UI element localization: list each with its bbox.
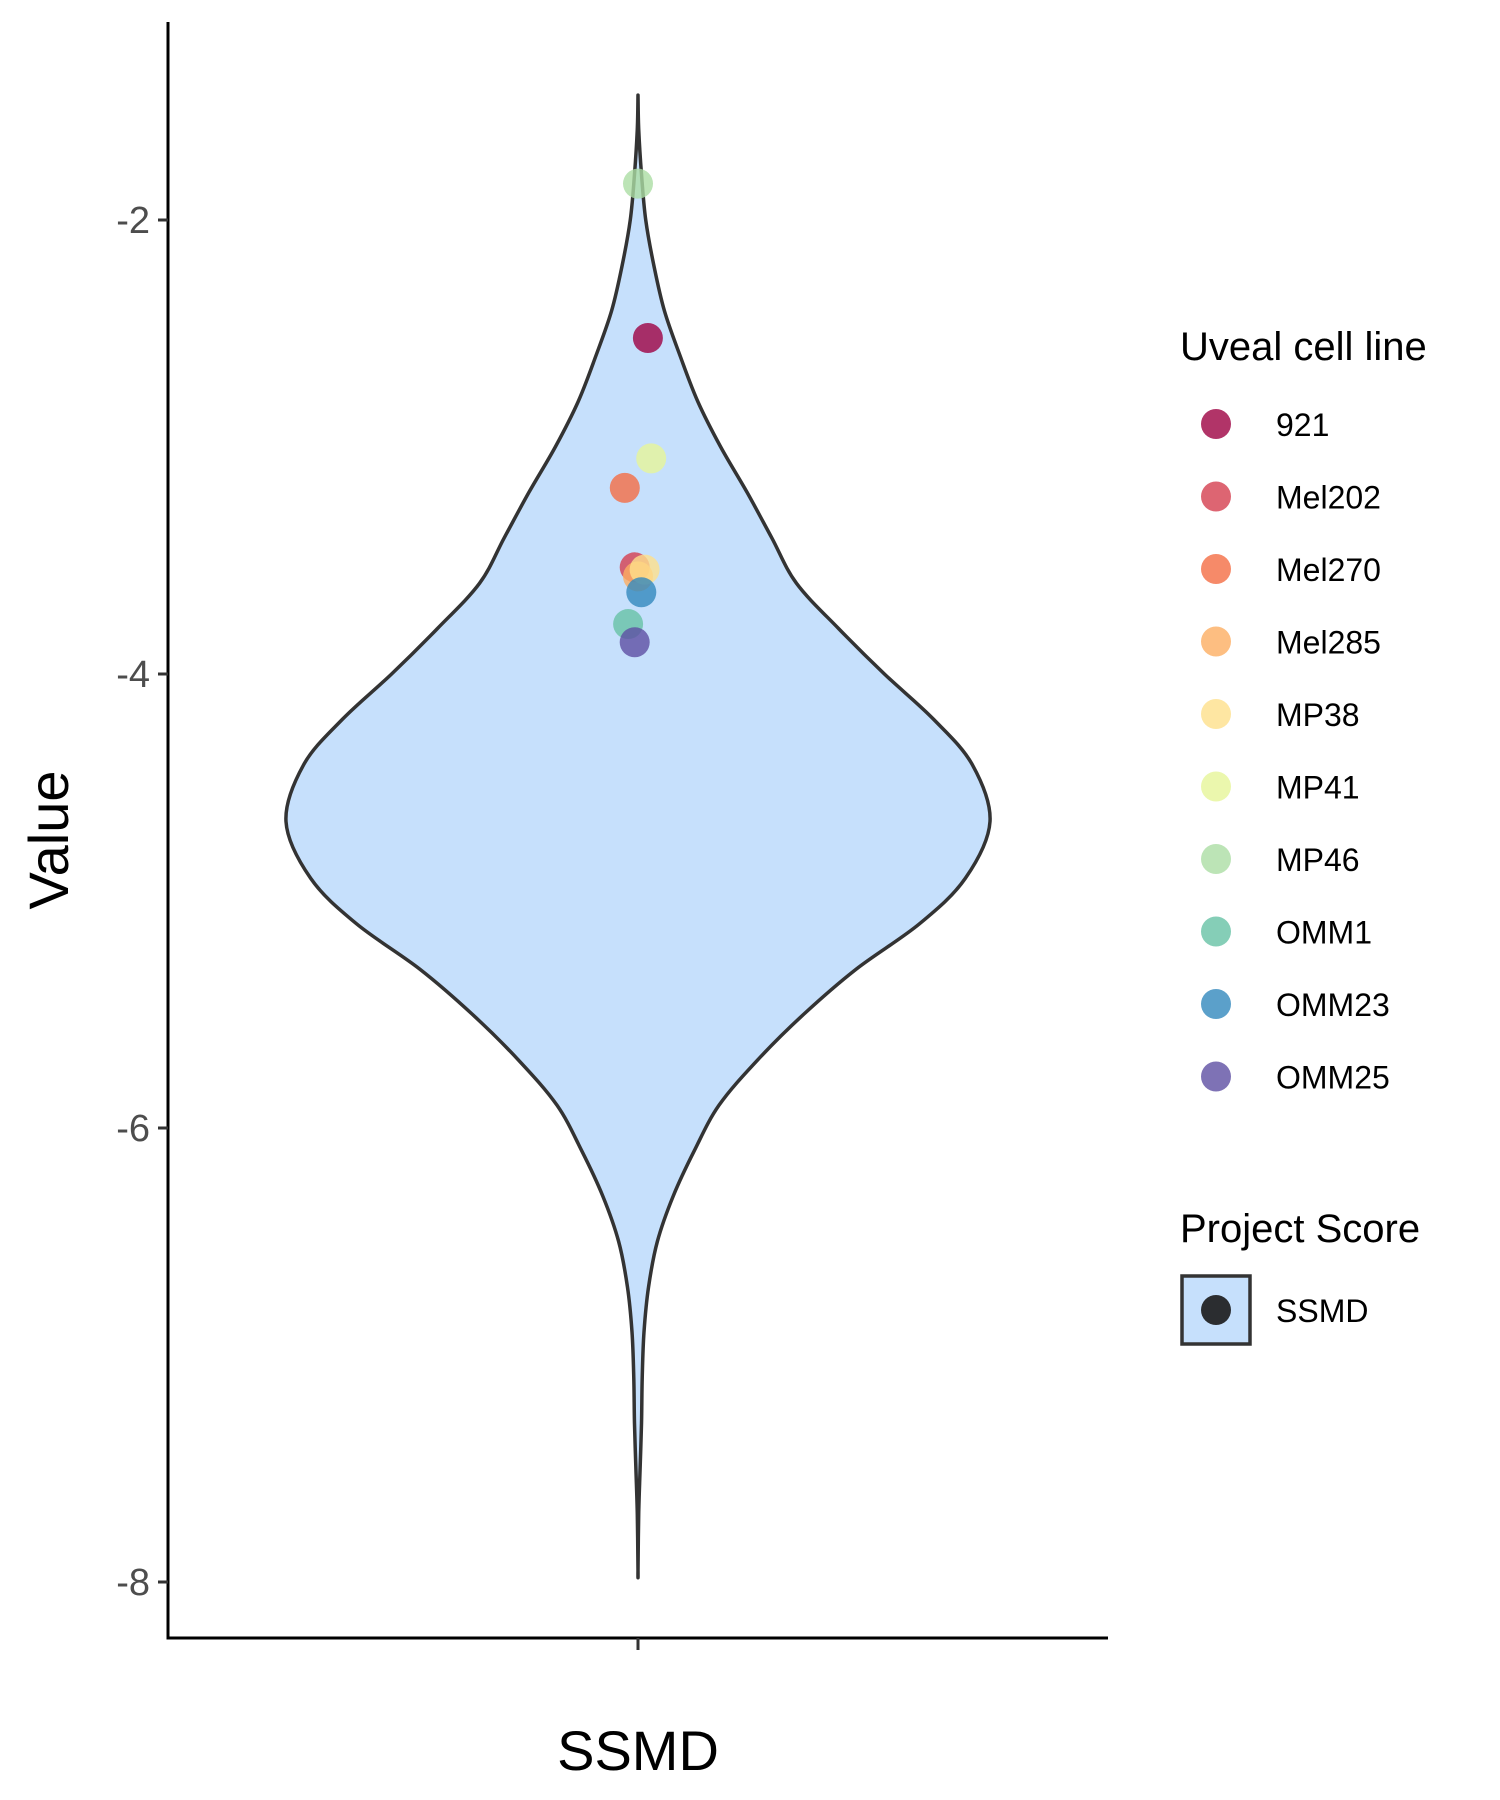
legend-key-omm25 [1201,1061,1231,1092]
point-mp41 [636,443,667,474]
legend-key-omm23 [1201,989,1231,1019]
violin-ssmd [284,93,992,1580]
legend-label-omm25: OMM25 [1276,1060,1390,1096]
y-axis-title: Value [17,770,80,909]
axes: -2 -4 -6 -8 [116,22,1108,1650]
point-mp38 [629,554,660,585]
legend-label-921: 921 [1276,407,1329,443]
y-tick-label: -4 [116,654,150,696]
legend-key-ssmd-point [1201,1295,1231,1325]
legend-key-mp38 [1201,699,1231,729]
legend-key-921 [1201,409,1231,439]
point-921 [632,323,663,354]
y-tick-label: -2 [116,200,150,242]
legend-label-mel285: Mel285 [1276,625,1381,661]
x-axis-title: SSMD [557,1719,719,1782]
y-tick-label: -6 [116,1108,150,1150]
legend-title-project-score: Project Score [1180,1207,1420,1251]
point-mp46 [623,168,653,199]
legend-label-mp41: MP41 [1276,770,1360,806]
legend-key-mp41 [1201,771,1231,802]
point-omm25 [619,627,650,658]
legend-label-ssmd: SSMD [1276,1293,1368,1329]
y-tick-label: -8 [116,1562,150,1604]
legend-key-mp46 [1201,844,1231,874]
legend-label-omm1: OMM1 [1276,915,1372,951]
legend-label-mel202: Mel202 [1276,480,1381,516]
legend-title-cell-line: Uveal cell line [1180,325,1427,369]
point-omm23 [626,577,657,608]
legend-label-omm23: OMM23 [1276,987,1390,1023]
legend-key-mel202 [1201,481,1231,512]
legend-label-mp38: MP38 [1276,697,1360,733]
legend-key-mel270 [1201,554,1231,584]
legend: Uveal cell line 921 Mel202 Mel270 Mel285 MP38… [1180,325,1427,1346]
legend-key-omm1 [1201,916,1231,947]
legend-label-mp46: MP46 [1276,842,1360,878]
legend-key-mel285 [1201,626,1231,657]
point-mel270 [609,472,640,503]
legend-label-mel270: Mel270 [1276,552,1381,588]
plot-area [284,93,992,1580]
